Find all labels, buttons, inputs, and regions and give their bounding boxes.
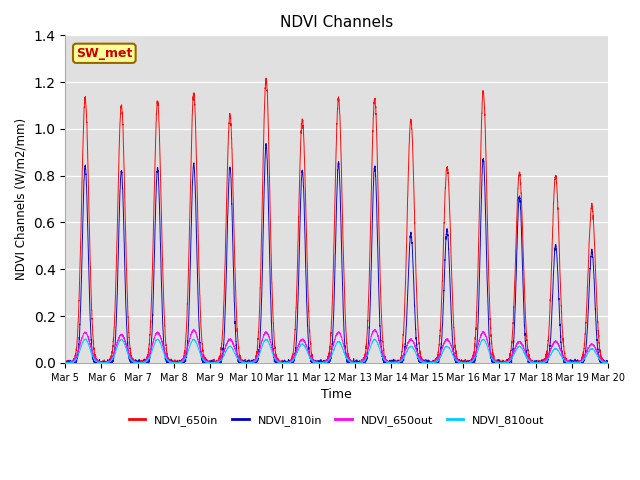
NDVI_810in bbox=[262, 141, 270, 146]
NDVI_650out bbox=[575, 359, 583, 365]
Title: NDVI Channels: NDVI Channels bbox=[280, 15, 393, 30]
NDVI_810in bbox=[552, 243, 559, 249]
NDVI_650in bbox=[127, 348, 134, 354]
NDVI_810out bbox=[127, 356, 134, 362]
NDVI_810in bbox=[61, 360, 69, 366]
NDVI_810in bbox=[401, 345, 409, 351]
NDVI_650out bbox=[269, 349, 277, 355]
NDVI_650out bbox=[62, 360, 70, 366]
NDVI_810out bbox=[62, 360, 70, 366]
NDVI_650out bbox=[401, 348, 409, 353]
NDVI_650in bbox=[262, 75, 270, 81]
NDVI_810in bbox=[126, 356, 134, 362]
NDVI_650in bbox=[575, 359, 583, 364]
NDVI_650in bbox=[269, 320, 277, 326]
NDVI_650in bbox=[604, 360, 612, 366]
Text: SW_met: SW_met bbox=[76, 47, 132, 60]
NDVI_810out bbox=[61, 360, 69, 366]
NDVI_810out bbox=[604, 360, 612, 365]
NDVI_650in bbox=[552, 174, 559, 180]
Y-axis label: NDVI Channels (W/m2/mm): NDVI Channels (W/m2/mm) bbox=[15, 118, 28, 280]
NDVI_810out bbox=[401, 352, 409, 358]
X-axis label: Time: Time bbox=[321, 388, 352, 401]
NDVI_650in bbox=[401, 292, 409, 298]
NDVI_650out bbox=[61, 360, 69, 365]
Line: NDVI_810out: NDVI_810out bbox=[65, 339, 608, 363]
Legend: NDVI_650in, NDVI_810in, NDVI_650out, NDVI_810out: NDVI_650in, NDVI_810in, NDVI_650out, NDV… bbox=[124, 411, 549, 431]
NDVI_810out bbox=[554, 347, 562, 353]
Line: NDVI_650out: NDVI_650out bbox=[65, 329, 608, 363]
NDVI_650out bbox=[604, 360, 612, 366]
NDVI_810in bbox=[604, 359, 612, 365]
NDVI_810in bbox=[554, 275, 562, 280]
NDVI_650in bbox=[61, 360, 69, 366]
Line: NDVI_650in: NDVI_650in bbox=[65, 78, 608, 363]
NDVI_650in bbox=[61, 359, 69, 365]
NDVI_650in bbox=[554, 210, 562, 216]
NDVI_650out bbox=[189, 326, 197, 332]
NDVI_810out bbox=[552, 346, 559, 352]
NDVI_810out bbox=[262, 336, 269, 342]
NDVI_650out bbox=[127, 354, 134, 360]
NDVI_810out bbox=[575, 360, 583, 365]
NDVI_810out bbox=[269, 353, 277, 359]
Line: NDVI_810in: NDVI_810in bbox=[65, 144, 608, 363]
NDVI_810in bbox=[269, 348, 277, 354]
NDVI_650out bbox=[552, 339, 559, 345]
NDVI_650out bbox=[554, 341, 562, 347]
NDVI_810in bbox=[575, 360, 583, 366]
